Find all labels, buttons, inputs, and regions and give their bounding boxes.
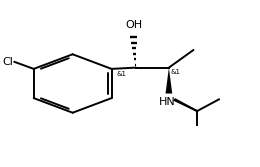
Polygon shape xyxy=(166,68,172,94)
Text: Cl: Cl xyxy=(2,57,13,66)
Text: HN: HN xyxy=(159,97,176,107)
Text: &1: &1 xyxy=(116,71,127,77)
Text: OH: OH xyxy=(126,20,143,30)
Text: &1: &1 xyxy=(170,69,180,75)
